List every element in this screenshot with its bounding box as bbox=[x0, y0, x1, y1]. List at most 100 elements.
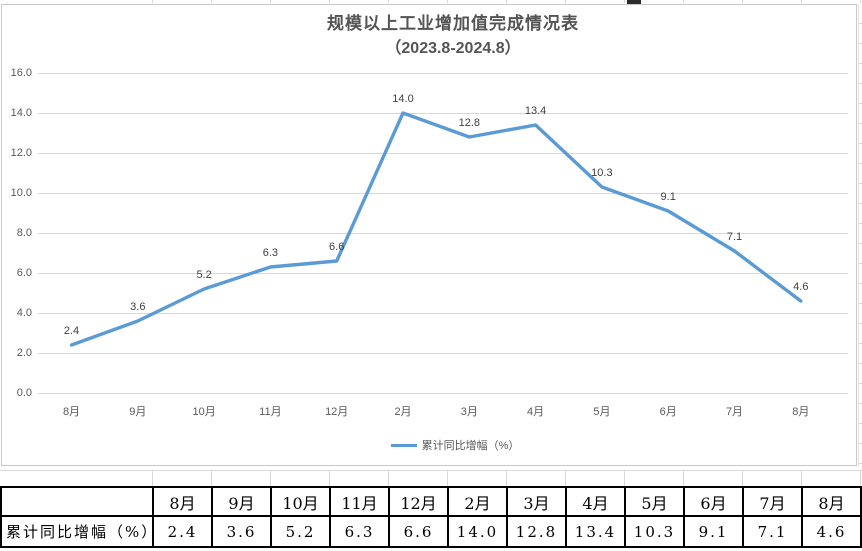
sheet-column-gridline bbox=[270, 471, 271, 486]
sheet-column-gridline bbox=[211, 471, 212, 486]
x-tick-label: 2月 bbox=[394, 406, 412, 418]
table-month-header[interactable]: 5月 bbox=[624, 486, 685, 517]
cell-cursor-mark bbox=[627, 0, 641, 4]
x-tick-label: 8月 bbox=[62, 406, 81, 418]
data-point-label: 5.2 bbox=[196, 269, 212, 281]
gridline bbox=[38, 313, 848, 314]
sheet-column-gridline bbox=[624, 471, 625, 486]
table-value-cell[interactable]: 9.1 bbox=[683, 515, 744, 548]
table-month-header[interactable]: 2月 bbox=[447, 486, 508, 517]
sheet-column-gridline bbox=[506, 471, 507, 486]
x-tick-label: 4月 bbox=[527, 406, 545, 418]
x-tick-label: 5月 bbox=[593, 406, 611, 418]
y-tick-label: 2.0 bbox=[16, 347, 32, 359]
table-month-header[interactable]: 8月 bbox=[801, 486, 862, 517]
data-line-series bbox=[69, 111, 803, 347]
sheet-column-gridline bbox=[388, 0, 389, 3]
table-value-cell[interactable]: 3.6 bbox=[211, 515, 272, 548]
table-value-cell[interactable]: 7.1 bbox=[742, 515, 803, 548]
sheet-column-gridline bbox=[683, 0, 684, 3]
table-month-header[interactable]: 3月 bbox=[506, 486, 567, 517]
y-tick-label: 14.0 bbox=[10, 107, 32, 119]
data-point-label: 4.6 bbox=[793, 281, 809, 293]
y-tick-label: 12.0 bbox=[10, 147, 32, 159]
table-value-cell[interactable]: 12.8 bbox=[506, 515, 567, 548]
table-month-header[interactable]: 9月 bbox=[211, 486, 272, 517]
table-month-header[interactable]: 8月 bbox=[152, 486, 213, 517]
sheet-column-gridline bbox=[329, 471, 330, 486]
sheet-top-row bbox=[0, 0, 862, 4]
y-tick-label: 0.0 bbox=[16, 387, 32, 399]
y-tick-label: 16.0 bbox=[10, 67, 32, 79]
sheet-column-gridline bbox=[388, 471, 389, 486]
table-row-label[interactable]: 累计同比增幅（%） bbox=[0, 515, 156, 548]
data-point-label: 12.8 bbox=[458, 117, 480, 129]
table-value-cell[interactable]: 10.3 bbox=[624, 515, 685, 548]
y-tick-label: 4.0 bbox=[16, 307, 32, 319]
table-month-header[interactable]: 10月 bbox=[270, 486, 331, 517]
sheet-column-gridline bbox=[152, 0, 153, 3]
data-point-label: 14.0 bbox=[392, 93, 414, 105]
chart-title: 规模以上工业增加值完成情况表 （2023.8-2024.8） bbox=[26, 11, 862, 61]
sheet-column-gridline bbox=[565, 0, 566, 3]
chart-title-line2: （2023.8-2024.8） bbox=[385, 40, 521, 57]
sheet-column-gridline bbox=[801, 471, 802, 486]
x-tick-label: 6月 bbox=[659, 406, 677, 418]
y-tick-label: 8.0 bbox=[16, 227, 32, 239]
chart-title-line1: 规模以上工业增加值完成情况表 bbox=[327, 14, 579, 33]
sheet-column-gridline bbox=[801, 0, 802, 3]
sheet-column-gridline bbox=[152, 471, 153, 486]
sheet-column-gridline bbox=[447, 471, 448, 486]
gridline bbox=[38, 233, 848, 234]
table-value-cell[interactable]: 4.6 bbox=[801, 515, 862, 548]
x-tick-label: 12月 bbox=[325, 406, 349, 418]
sheet-column-gridline bbox=[742, 471, 743, 486]
table-value-cell[interactable]: 6.3 bbox=[329, 515, 390, 548]
data-point-label: 3.6 bbox=[130, 301, 146, 313]
legend-label: 累计同比增幅（%） bbox=[421, 440, 520, 452]
table-corner-cell[interactable] bbox=[0, 486, 154, 517]
x-tick-label: 8月 bbox=[792, 406, 810, 418]
x-tick-label: 7月 bbox=[725, 406, 744, 418]
data-point-label: 6.3 bbox=[262, 247, 279, 259]
gridline bbox=[38, 353, 848, 354]
sheet-column-gridline bbox=[211, 0, 212, 3]
y-tick-label: 10.0 bbox=[10, 187, 32, 199]
x-tick-label: 10月 bbox=[192, 406, 216, 418]
gridline bbox=[38, 113, 848, 114]
table-value-cell[interactable]: 13.4 bbox=[565, 515, 626, 548]
line-chart-object[interactable]: 规模以上工业增加值完成情况表 （2023.8-2024.8） 0.0 2.0 4.0… bbox=[1, 4, 857, 466]
legend-line-swatch bbox=[390, 443, 417, 447]
sheet-column-gridline bbox=[565, 471, 566, 486]
table-month-header[interactable]: 6月 bbox=[683, 486, 744, 517]
sheet-column-gridline bbox=[329, 0, 330, 3]
gridline bbox=[38, 393, 848, 394]
data-point-label: 9.1 bbox=[660, 191, 676, 203]
gridline bbox=[38, 273, 848, 274]
sheet-right-sliver bbox=[858, 4, 862, 466]
data-point-label: 13.4 bbox=[524, 105, 547, 117]
gridline bbox=[38, 153, 848, 154]
sheet-column-gridline bbox=[447, 0, 448, 3]
sheet-column-gridline bbox=[683, 471, 684, 486]
x-tick-label: 9月 bbox=[129, 406, 147, 418]
table-month-header[interactable]: 11月 bbox=[329, 486, 390, 517]
table-value-cell[interactable]: 5.2 bbox=[270, 515, 331, 548]
table-month-header[interactable]: 12月 bbox=[388, 486, 449, 517]
gridline bbox=[38, 193, 848, 194]
sheet-column-gridline bbox=[506, 0, 507, 3]
sheet-column-gridline bbox=[860, 0, 861, 3]
table-value-cell[interactable]: 6.6 bbox=[388, 515, 449, 548]
data-point-label: 2.4 bbox=[63, 325, 80, 337]
table-month-header[interactable]: 4月 bbox=[565, 486, 626, 517]
table-value-cell[interactable]: 2.4 bbox=[152, 515, 213, 548]
data-point-label: 7.1 bbox=[726, 231, 743, 243]
x-tick-label: 3月 bbox=[460, 406, 478, 418]
chart-legend: 累计同比增幅（%） bbox=[28, 437, 862, 453]
sheet-column-gridline bbox=[742, 0, 743, 3]
sheet-row-gridline bbox=[0, 470, 862, 471]
table-value-cell[interactable]: 14.0 bbox=[447, 515, 508, 548]
sheet-column-gridline bbox=[624, 0, 625, 3]
table-month-header[interactable]: 7月 bbox=[742, 486, 803, 517]
gridline bbox=[38, 73, 848, 74]
